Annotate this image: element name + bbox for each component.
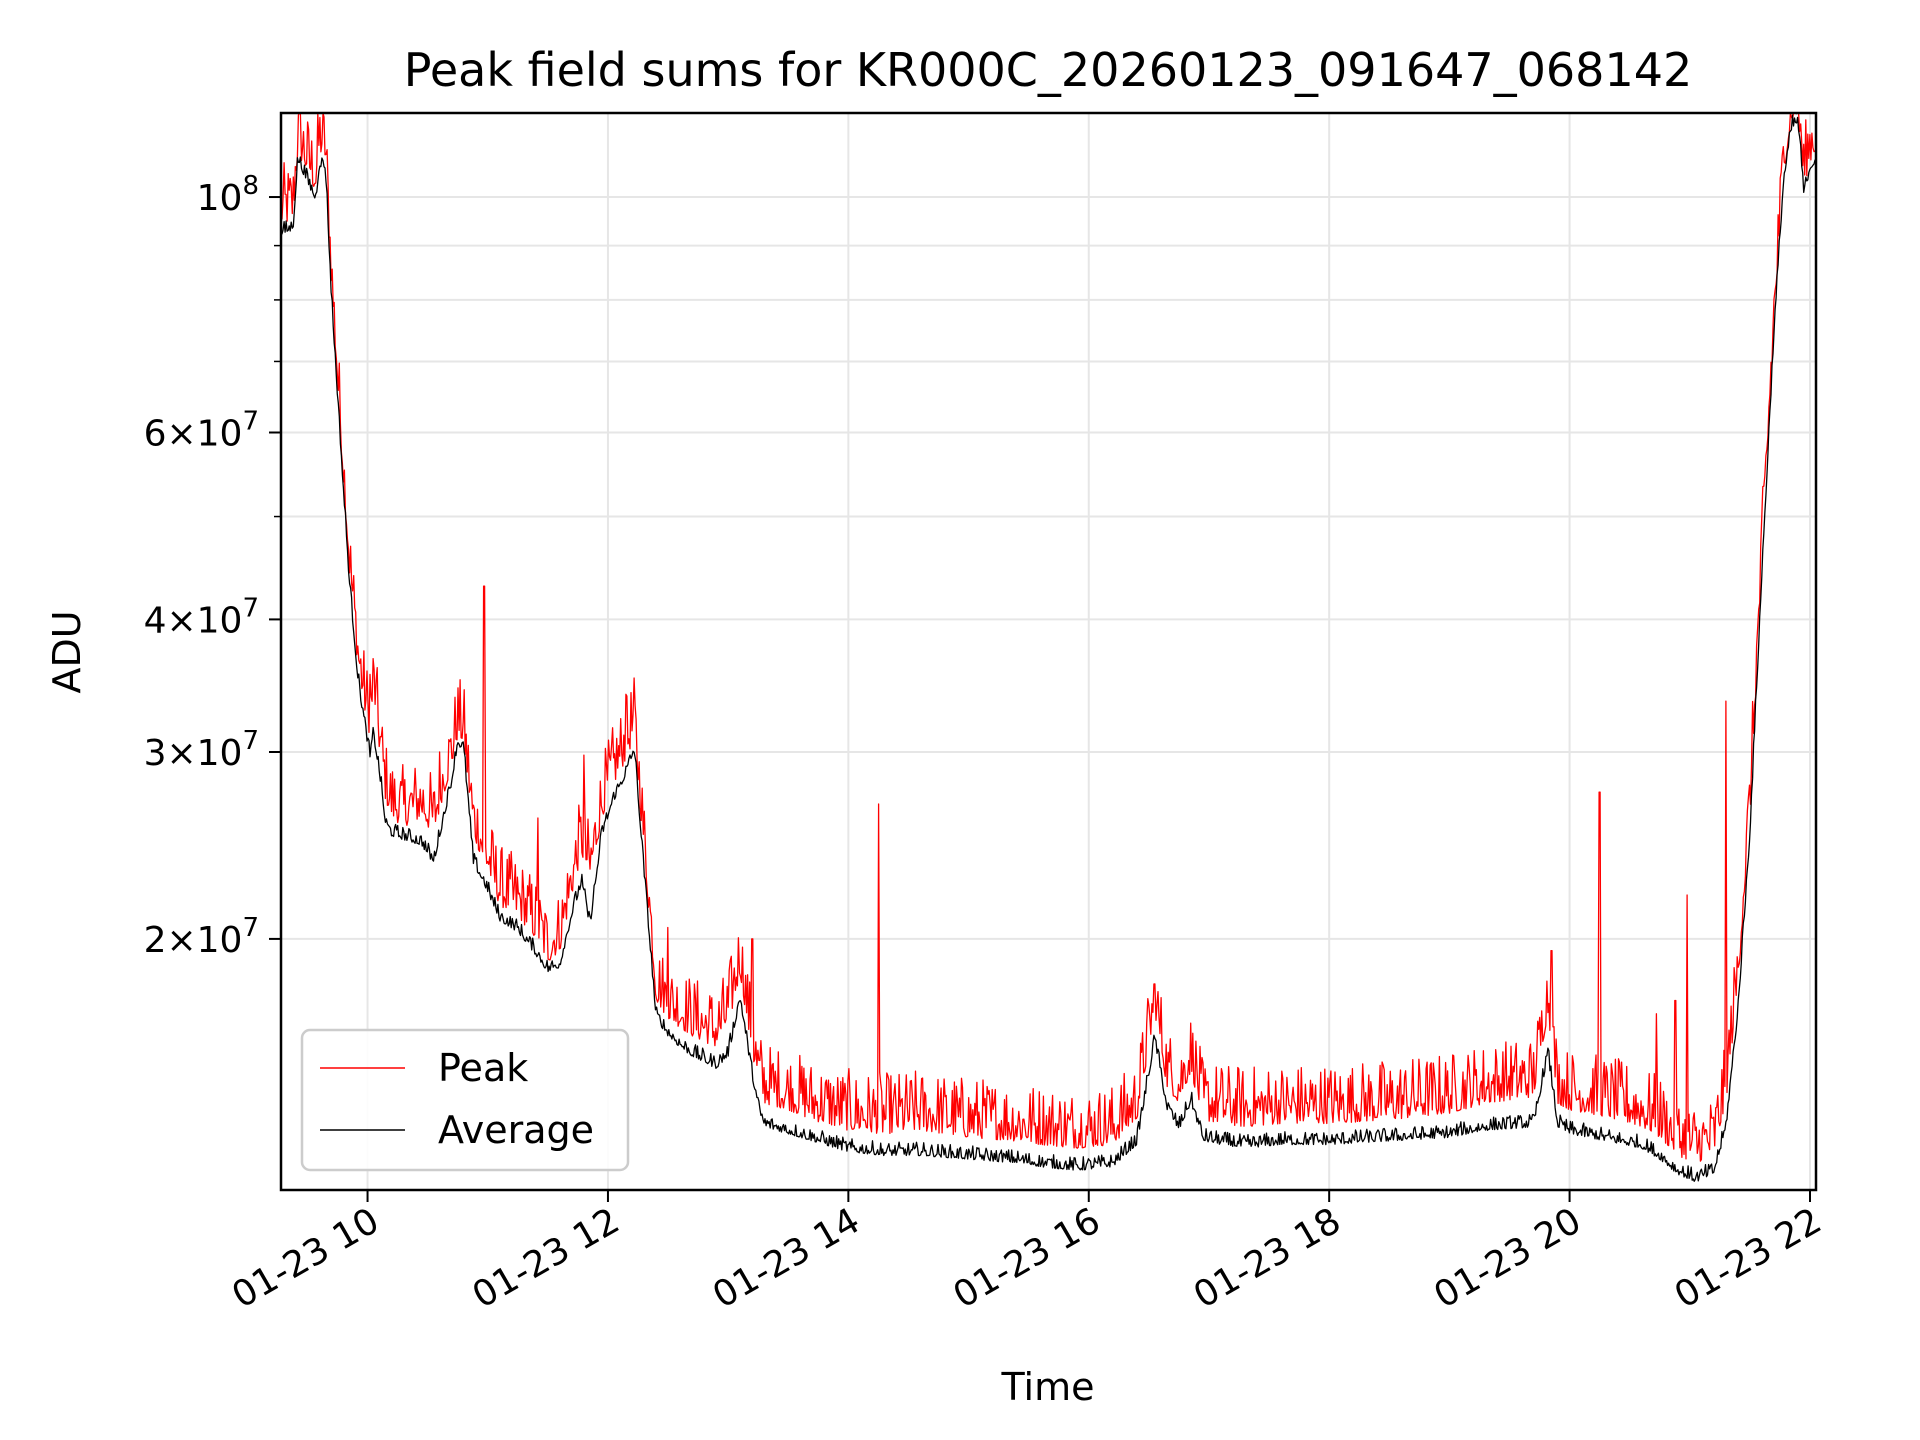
legend-box [300,1028,630,1172]
y-tick-label: 6×107 [144,407,259,455]
legend-label-peak: Peak [438,1046,528,1090]
y-tick-label: 4×107 [144,593,259,641]
legend: Peak Average [300,1028,630,1172]
grid-lines [281,113,1816,1190]
y-axis-label: ADU [45,610,89,693]
chart-title: Peak field sums for KR000C_20260123_0916… [404,43,1693,97]
x-axis-label: Time [1001,1365,1095,1409]
series-line-peak [280,112,1817,1162]
series-layer [280,112,1817,1182]
plot-frame [279,111,1818,1192]
series-line-average [280,114,1817,1182]
legend-label-average: Average [438,1108,594,1152]
y-tick-label: 3×107 [144,726,259,774]
y-tick-label: 108 [197,171,259,219]
y-tick-label: 2×107 [144,913,259,961]
